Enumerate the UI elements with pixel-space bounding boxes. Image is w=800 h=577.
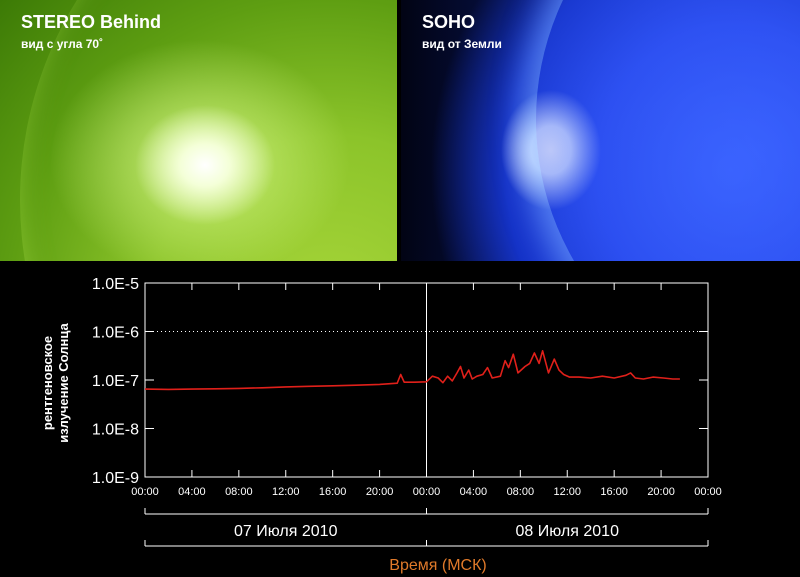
x-tick-label: 00:00 [131,486,159,498]
stereo-behind-image: STEREO Behind вид с угла 70˚ [0,0,397,261]
date-label: 07 Июля 2010 [234,523,338,540]
x-tick-label: 20:00 [647,486,675,498]
series-group [144,350,680,391]
x-tick-label: 00:00 [413,486,441,498]
x-tick-label: 04:00 [178,486,206,498]
y-tick-label: 1.0E-5 [92,276,139,293]
stereo-title: STEREO Behind [21,12,162,32]
y-axis-label-line1: рентгеновское [40,336,55,430]
series-line [144,350,680,391]
date-brackets: 07 Июля 2010 08 Июля 2010 [144,508,709,547]
x-tick-label: 16:00 [319,486,347,498]
y-axis: 1.0E-5 1.0E-6 1.0E-7 1.0E-8 1.0E-9 [92,276,708,487]
y-tick-label: 1.0E-9 [92,470,139,487]
soho-title: SOHO [422,12,476,32]
soho-image: SOHO вид от Земли [401,0,800,261]
x-tick-label: 20:00 [366,486,394,498]
y-tick-label: 1.0E-7 [92,373,139,390]
x-tick-label: 16:00 [600,486,628,498]
x-tick-label: 04:00 [460,486,488,498]
y-axis-label-line2: излучение Солнца [56,322,71,442]
x-tick-label: 08:00 [225,486,253,498]
stereo-subtitle: вид с угла 70˚ [21,37,104,51]
x-tick-label: 08:00 [507,486,535,498]
soho-subtitle: вид от Земли [422,37,502,51]
x-axis-label: Время (МСК) [389,557,486,574]
date-label: 08 Июля 2010 [516,523,620,540]
x-tick-label: 12:00 [553,486,581,498]
y-tick-label: 1.0E-8 [92,422,139,439]
x-tick-label: 00:00 [694,486,722,498]
xray-flux-chart: 1.0E-5 1.0E-6 1.0E-7 1.0E-8 1.0E-9 00:00 04:0… [40,276,722,574]
x-axis: 00:00 04:00 08:00 12:00 16:00 20:00 00:00 04:00… [131,283,722,498]
y-tick-label: 1.0E-6 [92,325,139,342]
x-tick-label: 12:00 [272,486,300,498]
sun-disc [536,0,800,261]
grid [145,283,708,477]
